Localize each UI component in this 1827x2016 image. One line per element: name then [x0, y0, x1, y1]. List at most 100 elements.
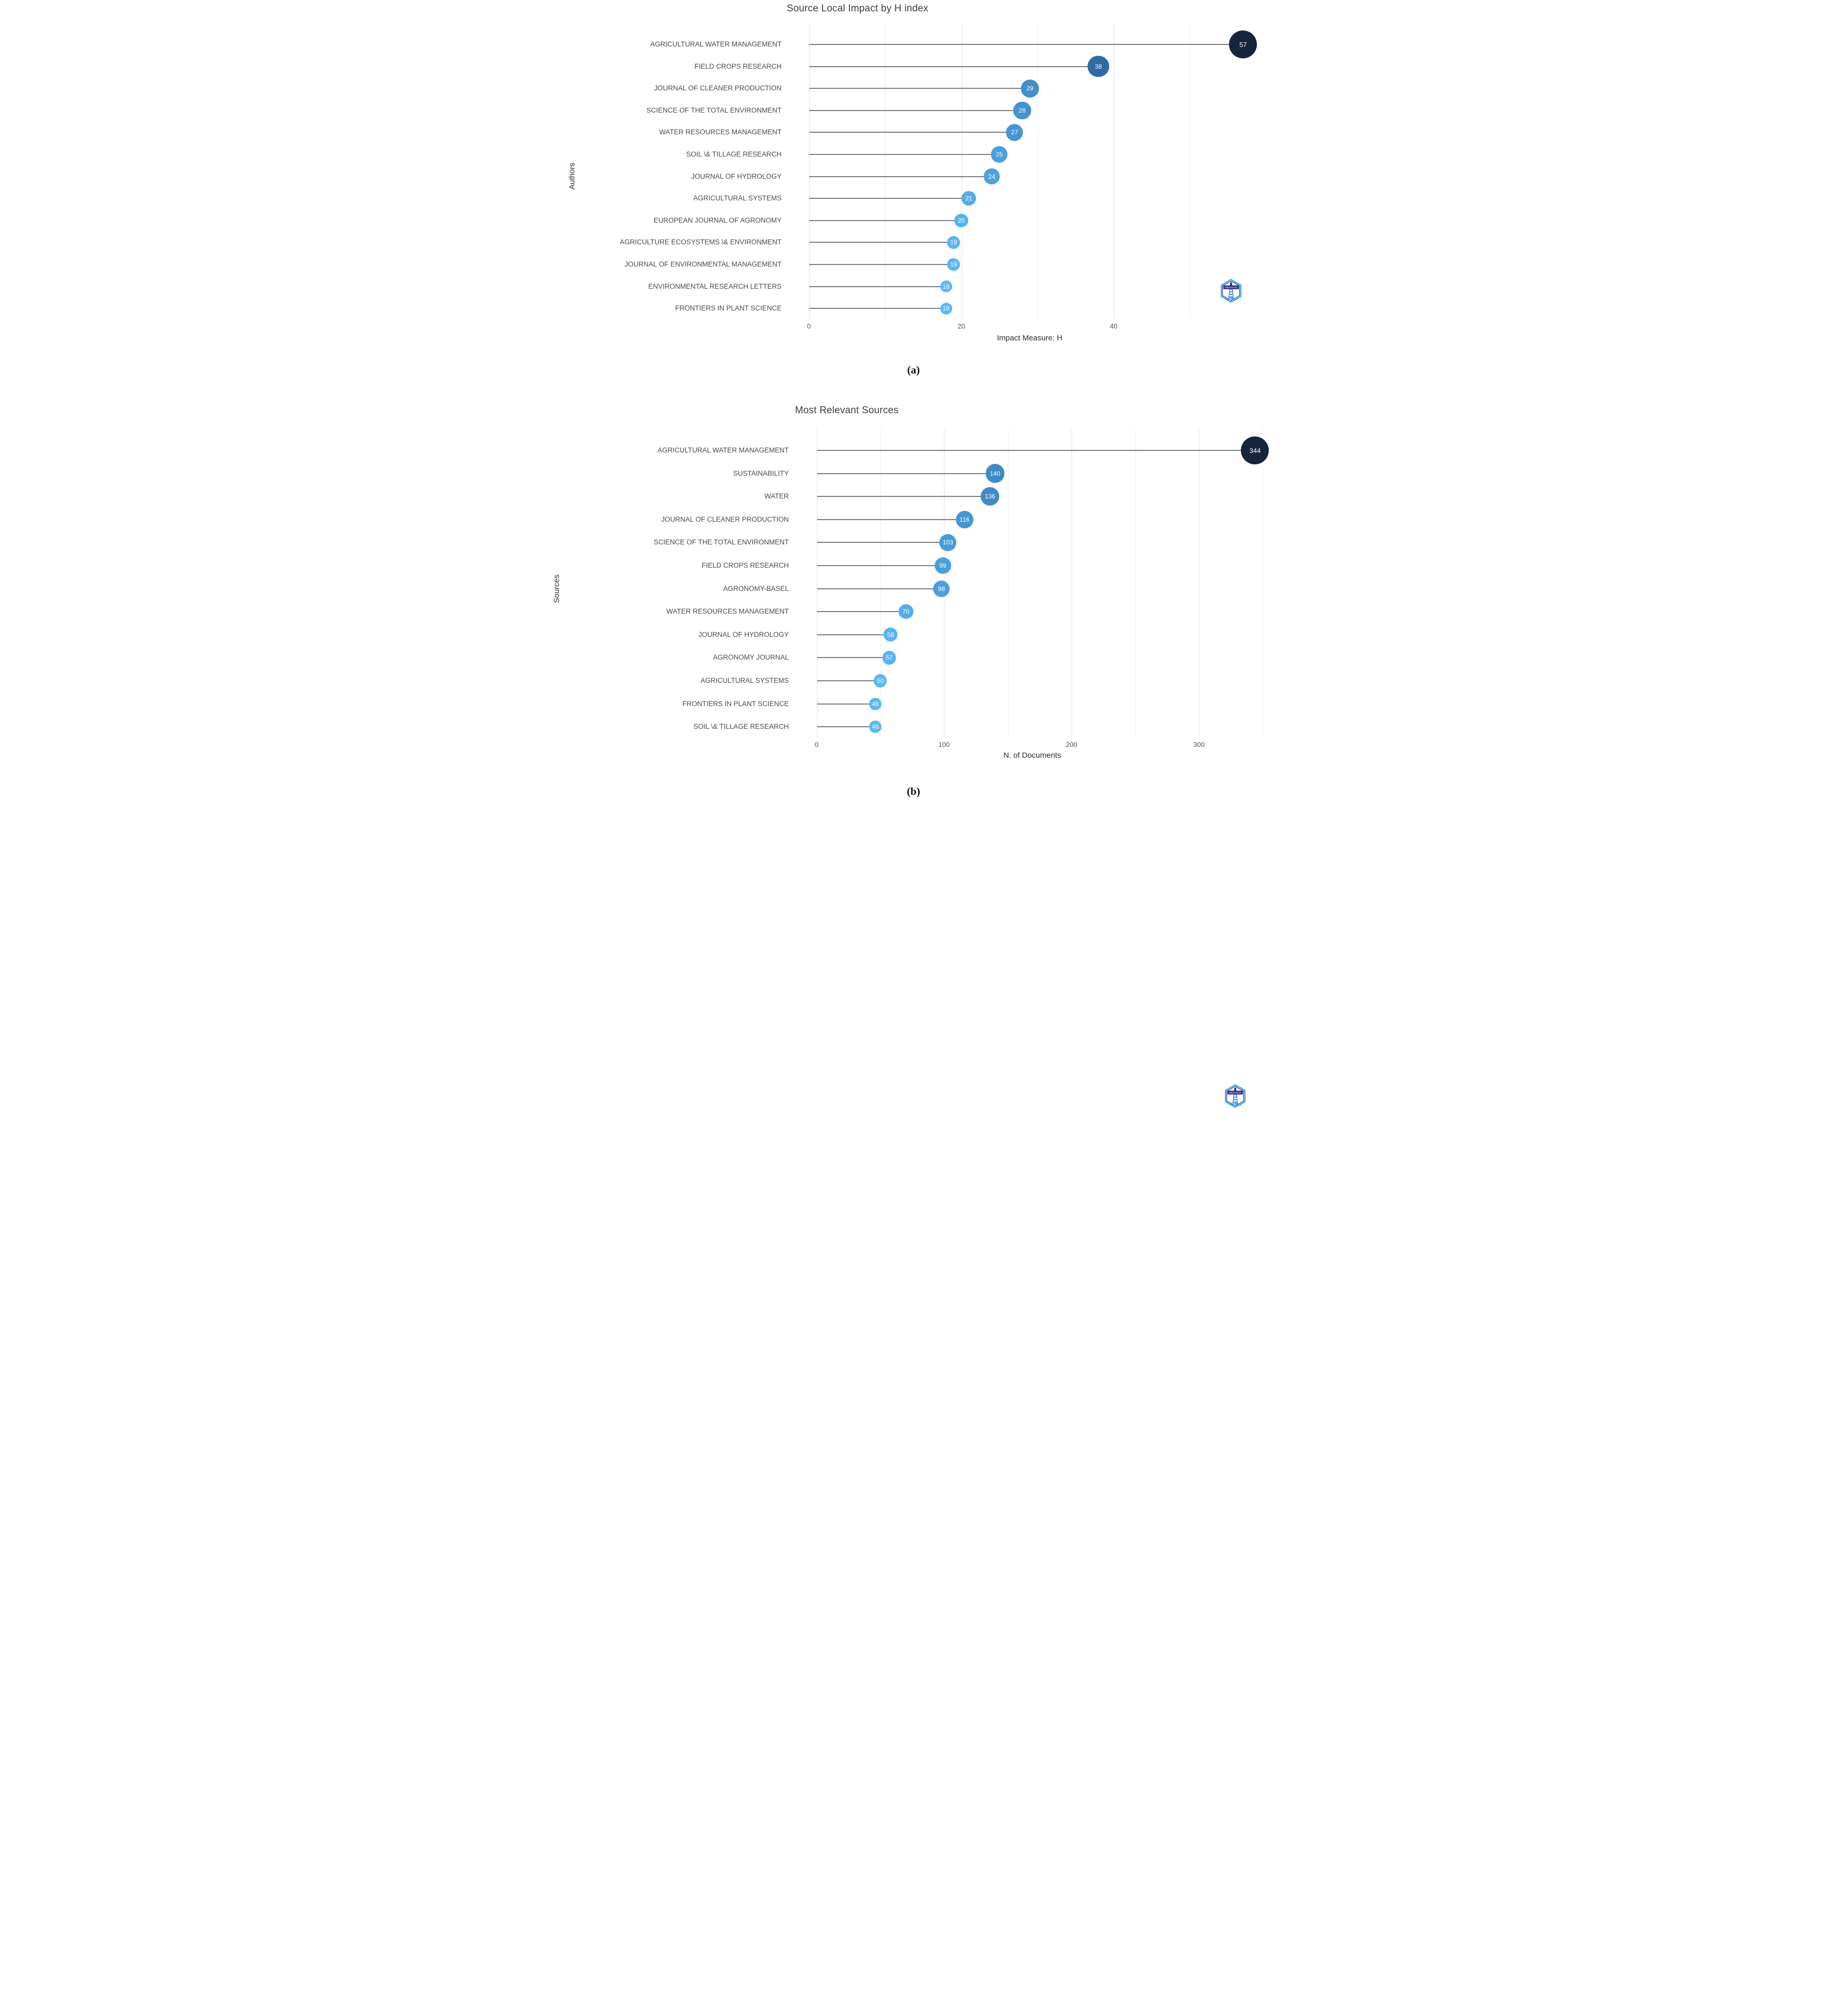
value-bubble: 99 — [934, 557, 951, 574]
x-tick-label: 20 — [957, 322, 965, 330]
value-bubble: 38 — [1088, 55, 1109, 77]
gridline-major — [809, 23, 810, 319]
chart-most-relevant-sources: Most Relevant Sources Sources 0 100 200 300… — [548, 393, 1279, 1108]
x-axis-label: Impact Measure: H — [997, 334, 1063, 342]
value-bubble: 27 — [1006, 123, 1023, 142]
category-label: WATER RESOURCES MANAGEMENT — [666, 607, 789, 616]
value-bubble: 20 — [954, 213, 968, 227]
value-bubble: 57 — [1229, 30, 1257, 58]
lollipop-stem — [816, 519, 965, 520]
value-bubble: 46 — [869, 697, 882, 710]
chart-title: Most Relevant Sources — [795, 405, 899, 416]
lollipop-stem — [816, 542, 948, 543]
category-label: AGRONOMY-BASEL — [723, 584, 789, 592]
category-label: AGRICULTURAL SYSTEMS — [693, 194, 782, 202]
category-label: ENVIRONMENTAL RESEARCH LETTERS — [648, 282, 782, 290]
value-bubble: 46 — [869, 721, 882, 733]
value-bubble: 57 — [882, 651, 896, 665]
svg-text:bibliometrix: bibliometrix — [1225, 286, 1237, 289]
x-tick-label: 0 — [807, 322, 811, 330]
x-tick-label: 300 — [1193, 741, 1205, 748]
lollipop-stem — [816, 496, 990, 497]
lollipop-stem — [816, 473, 996, 474]
category-label: AGRONOMY JOURNAL — [713, 653, 789, 662]
plot-area: 0 20 40 AGRICULTURAL WATER MANAGEMENT 57 FIEL… — [548, 0, 1279, 393]
lollipop-stem — [809, 198, 969, 199]
lollipop-stem — [809, 308, 946, 309]
category-label: JOURNAL OF CLEANER PRODUCTION — [661, 515, 789, 523]
category-label: AGRICULTURAL WATER MANAGEMENT — [657, 446, 789, 454]
plot-area: 0 100 200 300 AGRICULTURAL WATER MANAGEMENT 3… — [548, 393, 1279, 806]
figure-page: Source Local Impact by H index Authors 0… — [548, 0, 1279, 1108]
lollipop-stem — [809, 154, 1000, 155]
value-bubble: 140 — [985, 464, 1005, 483]
category-label: FRONTIERS IN PLANT SCIENCE — [682, 699, 789, 708]
category-label: SCIENCE OF THE TOTAL ENVIRONMENT — [653, 538, 789, 546]
category-label: SOIL \& TILLAGE RESEARCH — [693, 723, 789, 731]
bibliometrix-logo-icon: bibliometrix — [1224, 1084, 1247, 1108]
value-bubble: 98 — [933, 580, 950, 597]
lollipop-stem — [816, 450, 1255, 451]
category-label: JOURNAL OF HYDROLOGY — [698, 630, 789, 638]
bibliometrix-logo-icon: bibliometrix — [1220, 278, 1242, 303]
lollipop-stem — [816, 565, 943, 566]
lollipop-stem — [816, 657, 890, 659]
gridline-minor — [880, 429, 881, 738]
chart-source-local-impact: Source Local Impact by H index Authors 0… — [548, 0, 1279, 393]
lollipop-stem — [809, 176, 992, 177]
lollipop-stem — [809, 264, 954, 265]
x-tick-label: 40 — [1110, 322, 1117, 330]
value-bubble: 19 — [947, 258, 960, 271]
value-bubble: 18 — [940, 302, 952, 315]
lollipop-stem — [809, 66, 1098, 67]
x-tick-label: 100 — [938, 741, 950, 748]
x-tick-label: 200 — [1066, 741, 1077, 748]
lollipop-stem — [816, 588, 942, 589]
category-label: EUROPEAN JOURNAL OF AGRONOMY — [653, 216, 782, 224]
gridline-major — [1199, 429, 1200, 738]
chart-title: Source Local Impact by H index — [786, 3, 928, 14]
category-label: FIELD CROPS RESEARCH — [701, 561, 789, 569]
category-label: SCIENCE OF THE TOTAL ENVIRONMENT — [646, 106, 782, 114]
category-label: JOURNAL OF CLEANER PRODUCTION — [654, 84, 782, 92]
category-label: WATER — [764, 492, 789, 501]
lollipop-stem — [816, 680, 880, 681]
value-bubble: 344 — [1241, 436, 1269, 464]
category-label: JOURNAL OF ENVIRONMENTAL MANAGEMENT — [624, 260, 782, 268]
lollipop-stem — [809, 286, 946, 287]
category-label: FRONTIERS IN PLANT SCIENCE — [675, 304, 782, 312]
value-bubble: 18 — [940, 280, 952, 293]
value-bubble: 21 — [962, 191, 976, 206]
subfigure-label-a: (a) — [907, 364, 920, 376]
value-bubble: 58 — [884, 628, 897, 642]
category-label: SUSTAINABILITY — [733, 469, 789, 477]
gridline-minor — [885, 23, 886, 319]
value-bubble: 70 — [898, 604, 914, 619]
category-label: AGRICULTURE ECOSYSTEMS \& ENVIRONMENT — [620, 238, 782, 246]
gridline-minor — [1007, 429, 1009, 738]
value-bubble: 28 — [1013, 101, 1031, 119]
lollipop-stem — [816, 703, 876, 705]
value-bubble: 50 — [874, 674, 887, 687]
svg-text:bibliometrix: bibliometrix — [1229, 1091, 1241, 1094]
value-bubble: 24 — [984, 168, 1000, 184]
subfigure-label-b: (b) — [907, 785, 920, 798]
lollipop-stem — [809, 132, 1015, 133]
value-bubble: 29 — [1020, 79, 1039, 98]
lollipop-stem — [816, 726, 876, 728]
lollipop-stem — [816, 611, 906, 613]
lollipop-stem — [809, 242, 954, 243]
value-bubble: 116 — [955, 510, 973, 528]
category-label: AGRICULTURAL WATER MANAGEMENT — [650, 40, 782, 48]
value-bubble: 25 — [991, 146, 1008, 163]
value-bubble: 103 — [939, 534, 957, 551]
category-label: SOIL \& TILLAGE RESEARCH — [686, 150, 782, 158]
lollipop-stem — [809, 220, 962, 221]
x-axis-label: N. of Documents — [1003, 751, 1061, 760]
category-label: JOURNAL OF HYDROLOGY — [691, 172, 782, 180]
category-label: WATER RESOURCES MANAGEMENT — [659, 128, 782, 136]
lollipop-stem — [809, 110, 1022, 111]
lollipop-stem — [809, 44, 1243, 45]
value-bubble: 136 — [981, 487, 1000, 506]
lollipop-stem — [809, 88, 1030, 89]
